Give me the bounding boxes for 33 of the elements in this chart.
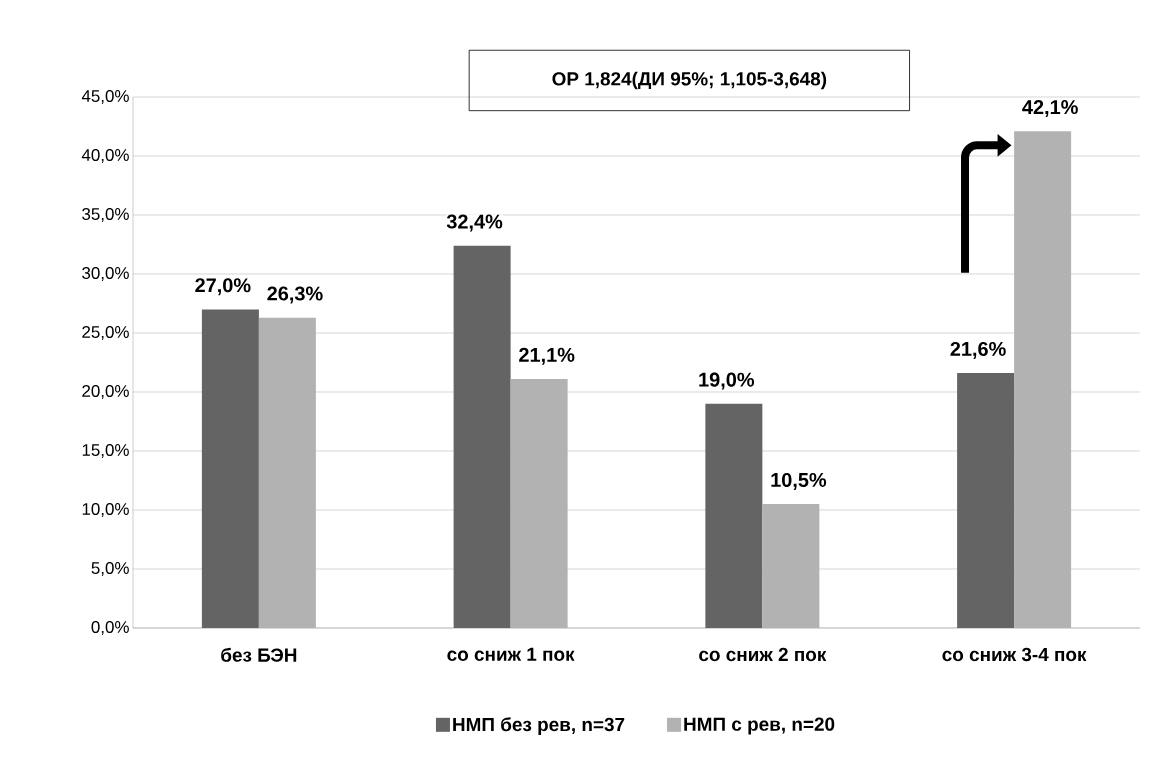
data-label: 21,1% (519, 347, 575, 365)
legend-label: НМП без рев, n=37 (453, 717, 625, 735)
data-label: 10,5% (771, 472, 827, 490)
data-label: 21,6% (950, 341, 1006, 359)
bar (258, 317, 316, 628)
bar (705, 403, 763, 628)
y-tick-label: 25,0% (82, 325, 129, 340)
x-tick-label: без БЭН (221, 647, 297, 662)
legend-label: НМП с рев, n=20 (684, 717, 835, 735)
x-tick-label: со сниж 1 пок (447, 647, 575, 661)
y-tick-label: 10,0% (82, 502, 129, 517)
bar (453, 245, 511, 628)
bar (201, 309, 259, 628)
y-tick-label: 45,0% (81, 89, 129, 104)
data-label: 42,1% (1022, 100, 1078, 117)
data-label: 19,0% (699, 372, 755, 390)
bar (1014, 131, 1072, 628)
y-tick-label: 30,0% (82, 266, 129, 281)
y-tick-label: 20,0% (82, 384, 129, 399)
x-tick-label: со сниж 2 пок (699, 647, 827, 662)
y-tick-label: 15,0% (82, 443, 129, 458)
data-label: 32,4% (446, 214, 503, 232)
text: ОР 1,824(ДИ 95%; 1,105-3,648) (552, 71, 827, 90)
data-label: 27,0% (195, 278, 251, 296)
bar (510, 379, 568, 628)
x-tick-label: со сниж 3-4 пок (942, 647, 1087, 662)
y-tick-label: 0,0% (91, 620, 129, 635)
y-tick-label: 5,0% (91, 561, 129, 576)
bar (762, 504, 820, 628)
y-tick-label: 40,0% (81, 148, 129, 163)
y-tick-label: 35,0% (82, 207, 129, 222)
data-label: 26,3% (267, 286, 323, 304)
bar (957, 373, 1015, 628)
